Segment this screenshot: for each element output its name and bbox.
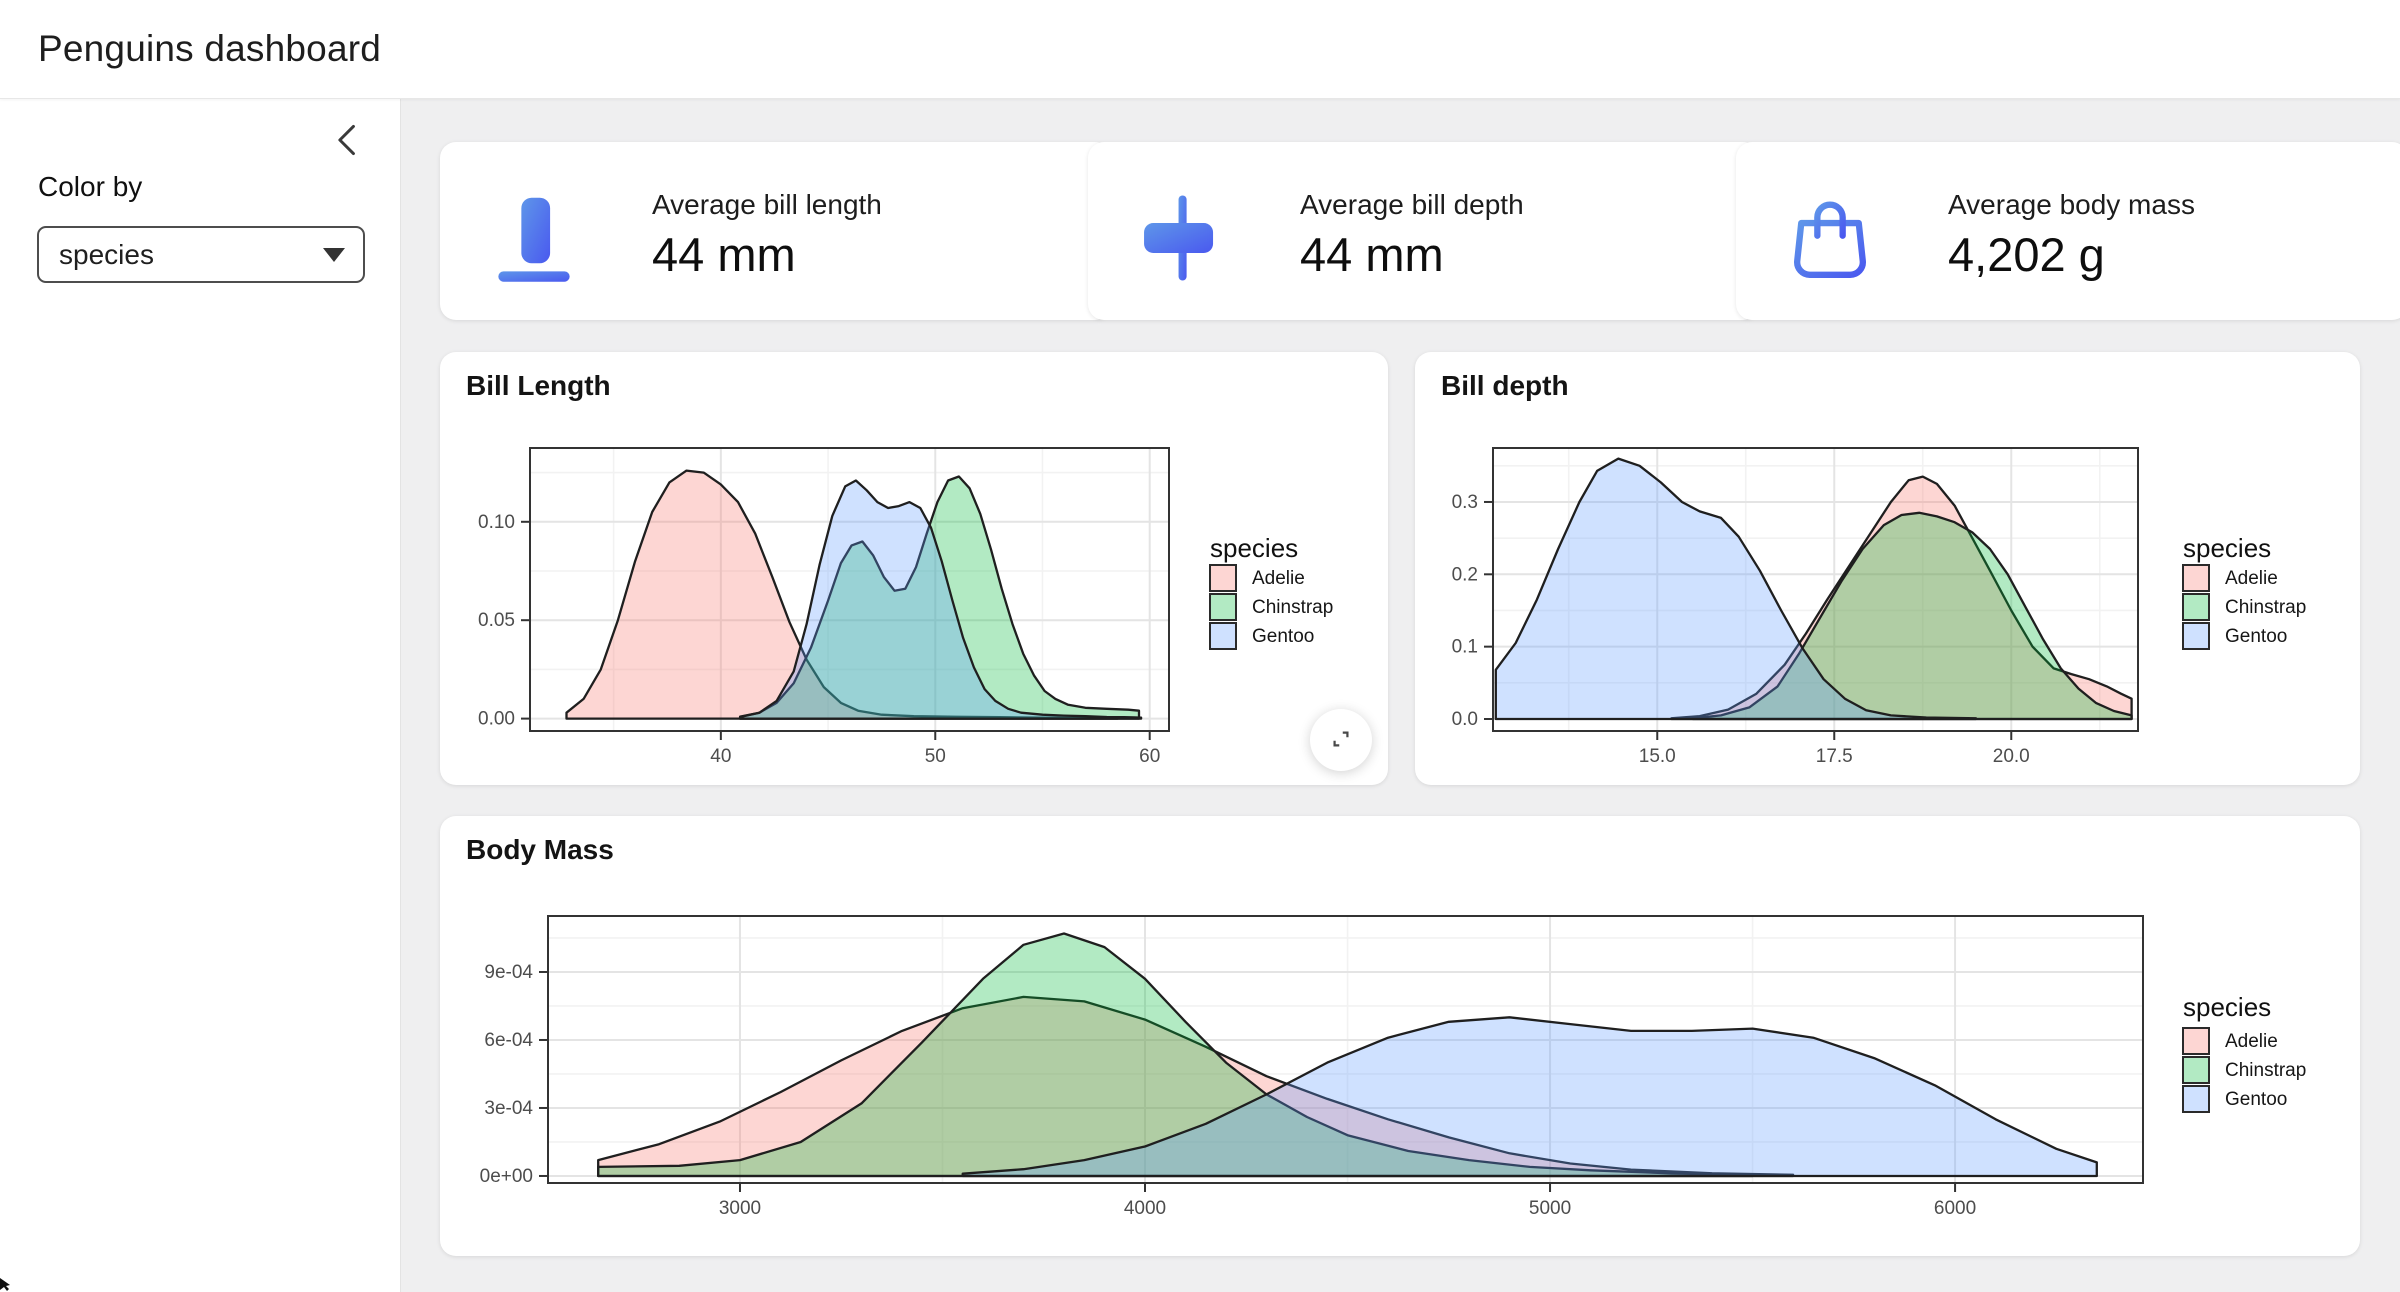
svg-text:0.05: 0.05 <box>478 610 515 631</box>
svg-text:40: 40 <box>710 746 731 767</box>
svg-text:Gentoo: Gentoo <box>1252 626 1314 647</box>
sidebar-collapse-button[interactable] <box>326 119 370 163</box>
card-bill-depth: Bill depth 15.0 17.5 20.0 0.0 0.1 0.2 0.3 speci… <box>1415 352 2360 785</box>
value-box-bill-length: Average bill length 44 mm <box>440 142 1111 320</box>
arrows-angle-expand-icon <box>1327 725 1355 756</box>
svg-text:species: species <box>2183 992 2271 1022</box>
value-box-body-mass: Average body mass 4,202 g <box>1736 142 2400 320</box>
svg-text:Chinstrap: Chinstrap <box>1252 597 1333 618</box>
svg-text:Adelie: Adelie <box>2225 1031 2278 1052</box>
body-mass-density-plot: 3000 4000 5000 6000 0e+00 3e-04 6e-04 9e-04 spec… <box>440 816 2360 1256</box>
chevron-left-icon <box>331 121 365 162</box>
bill-length-density-plot: 40 50 60 0.00 0.05 0.10 species Adelie Chinstrap… <box>440 352 1388 785</box>
app-header: Penguins dashboard <box>0 0 2400 99</box>
svg-text:0.00: 0.00 <box>478 709 515 730</box>
svg-text:Adelie: Adelie <box>2225 568 2278 589</box>
caret-down-icon <box>323 247 345 262</box>
svg-text:0.10: 0.10 <box>478 512 515 533</box>
expand-card-button[interactable] <box>1310 709 1372 771</box>
svg-text:species: species <box>2183 533 2271 563</box>
value-box-bill-depth: Average bill depth 44 mm <box>1088 142 1759 320</box>
value-box-value: 44 mm <box>1300 227 1444 281</box>
svg-text:Chinstrap: Chinstrap <box>2225 1060 2306 1081</box>
align-bottom-icon <box>498 197 570 282</box>
svg-text:9e-04: 9e-04 <box>484 962 533 983</box>
svg-text:Adelie: Adelie <box>1252 568 1305 589</box>
color-by-select[interactable]: species <box>37 226 365 283</box>
svg-text:6000: 6000 <box>1934 1198 1976 1219</box>
svg-text:3000: 3000 <box>719 1198 761 1219</box>
sidebar: Color by species <box>0 99 401 1292</box>
card-title: Bill Length <box>466 370 611 401</box>
svg-text:0.2: 0.2 <box>1452 564 1478 585</box>
value-box-label: Average bill depth <box>1300 189 1524 221</box>
card-title: Bill depth <box>1441 370 1569 401</box>
svg-text:0e+00: 0e+00 <box>480 1166 533 1187</box>
svg-text:5000: 5000 <box>1529 1198 1571 1219</box>
card-bill-length: Bill Length 40 50 60 0.00 0.05 0.10 species Ade… <box>440 352 1388 785</box>
svg-text:50: 50 <box>925 746 946 767</box>
value-box-label: Average bill length <box>652 189 882 221</box>
svg-text:0.0: 0.0 <box>1452 709 1478 730</box>
svg-text:Gentoo: Gentoo <box>2225 626 2287 647</box>
value-box-value: 44 mm <box>652 227 796 281</box>
svg-text:Chinstrap: Chinstrap <box>2225 597 2306 618</box>
shopping-bag-icon <box>1794 201 1866 278</box>
value-box-label: Average body mass <box>1948 189 2195 221</box>
svg-text:15.0: 15.0 <box>1639 746 1676 767</box>
color-by-label: Color by <box>38 171 143 202</box>
svg-text:3e-04: 3e-04 <box>484 1098 533 1119</box>
bill-depth-density-plot: 15.0 17.5 20.0 0.0 0.1 0.2 0.3 species Adelie Chi… <box>1415 352 2360 785</box>
svg-text:17.5: 17.5 <box>1816 746 1853 767</box>
svg-text:6e-04: 6e-04 <box>484 1030 533 1051</box>
svg-text:species: species <box>1210 533 1298 563</box>
mouse-cursor <box>0 1278 10 1291</box>
value-box-value: 4,202 g <box>1948 227 2105 281</box>
page-title: Penguins dashboard <box>38 28 382 69</box>
svg-text:60: 60 <box>1139 746 1160 767</box>
align-center-icon <box>1144 195 1214 281</box>
svg-text:Gentoo: Gentoo <box>2225 1089 2287 1110</box>
svg-text:20.0: 20.0 <box>1993 746 2030 767</box>
color-by-select-value: species <box>59 238 154 270</box>
card-title: Body Mass <box>466 834 614 865</box>
svg-text:0.1: 0.1 <box>1452 637 1478 658</box>
svg-text:4000: 4000 <box>1124 1198 1166 1219</box>
card-body-mass: Body Mass 3000 4000 5000 6000 0e+00 3e-04 6e-0… <box>440 816 2360 1256</box>
svg-text:0.3: 0.3 <box>1452 492 1478 513</box>
